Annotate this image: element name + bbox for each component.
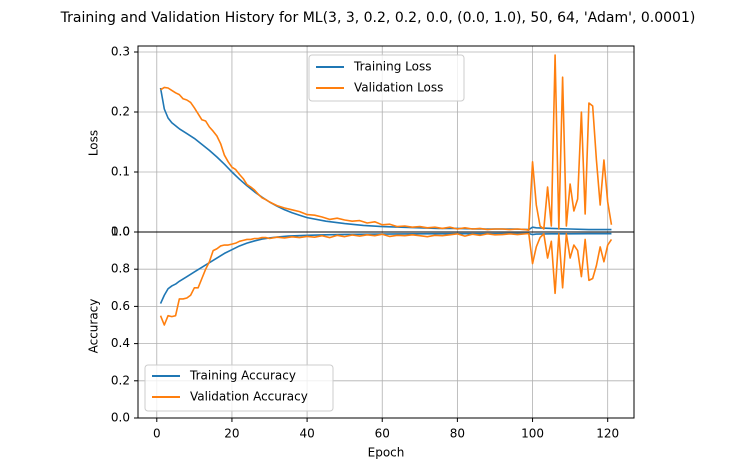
loss-y-axis-label: Loss xyxy=(87,130,101,156)
loss-grid xyxy=(138,46,634,233)
accuracy-y-tick-label: 0.8 xyxy=(111,262,130,276)
accuracy-series xyxy=(159,232,613,326)
loss-series-line-validation xyxy=(160,54,613,231)
x-tick-label: 0 xyxy=(153,427,161,441)
loss-panel: 0.0 0.1 0.2 0.3 Loss Training Loss Validati… xyxy=(87,45,635,239)
loss-y-tick-label: 0.2 xyxy=(111,105,130,119)
accuracy-y-tick-label: 0.2 xyxy=(111,373,130,387)
accuracy-legend-box xyxy=(144,364,334,412)
x-tick-label: 40 xyxy=(299,427,314,441)
validation-accuracy-legend-label: Validation Accuracy xyxy=(190,390,308,404)
x-tick-label: 100 xyxy=(521,427,544,441)
loss-series-line-training xyxy=(159,87,612,231)
accuracy-y-tick-label: 1.0 xyxy=(111,225,130,239)
x-tick-label: 120 xyxy=(596,427,619,441)
accuracy-series-line-validation xyxy=(159,232,613,326)
accuracy-y-tick-label: 0.4 xyxy=(111,336,130,350)
x-tick-label: 60 xyxy=(375,427,390,441)
loss-y-tick-label: 0.3 xyxy=(111,45,130,59)
x-tick-label: 20 xyxy=(224,427,239,441)
training-loss-legend-label: Training Loss xyxy=(353,60,431,74)
x-tick-label: 80 xyxy=(450,427,465,441)
accuracy-y-ticks: 0.0 0.2 0.4 0.6 0.8 1.0 xyxy=(111,225,138,425)
loss-legend-box xyxy=(308,54,465,102)
chart-title: Training and Validation History for ML(3… xyxy=(60,10,696,26)
loss-series xyxy=(159,54,613,231)
loss-legend: Training Loss Validation Loss xyxy=(308,54,465,102)
accuracy-series-line-training xyxy=(159,232,612,304)
accuracy-legend: Training Accuracy Validation Accuracy xyxy=(144,364,334,412)
x-axis-ticks: 0 20 40 60 80 100 120 xyxy=(153,418,619,441)
accuracy-y-axis-label: Accuracy xyxy=(87,299,101,354)
loss-y-tick-label: 0.1 xyxy=(111,165,130,179)
validation-loss-legend-label: Validation Loss xyxy=(354,81,443,95)
loss-y-ticks: 0.0 0.1 0.2 0.3 xyxy=(111,45,138,239)
accuracy-axes-frame xyxy=(137,231,635,419)
accuracy-y-tick-label: 0.6 xyxy=(111,299,130,313)
loss-y-tick-label: 0.0 xyxy=(111,225,130,239)
accuracy-y-tick-label: 0.0 xyxy=(111,411,130,425)
x-axis-label: Epoch xyxy=(368,446,405,460)
accuracy-panel: 0.0 0.2 0.4 0.6 0.8 1.0 Accuracy Training Acc… xyxy=(87,225,635,425)
training-accuracy-legend-label: Training Accuracy xyxy=(189,369,296,383)
